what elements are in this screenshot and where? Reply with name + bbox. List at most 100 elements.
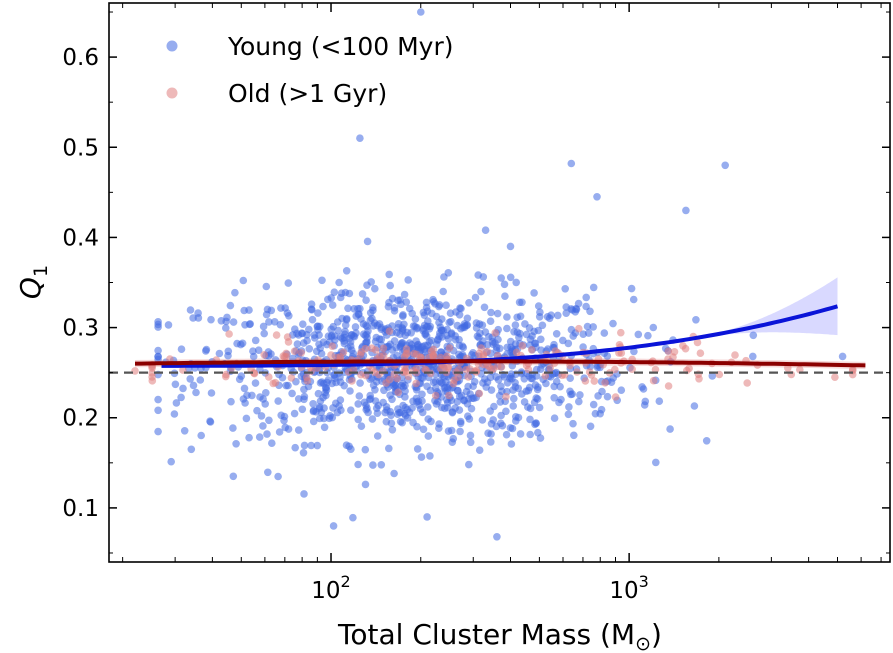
young-cluster-point — [460, 323, 469, 332]
young-cluster-point — [386, 281, 395, 290]
young-cluster-point — [298, 329, 307, 338]
young-cluster-point — [401, 393, 409, 401]
young-cluster-point — [400, 290, 409, 299]
young-cluster-point — [371, 337, 380, 346]
young-cluster-point — [403, 405, 412, 414]
young-cluster-point — [261, 400, 270, 408]
young-cluster-point — [226, 301, 235, 310]
young-cluster-point — [253, 406, 261, 415]
young-cluster-point — [536, 308, 544, 317]
young-cluster-point — [534, 302, 543, 310]
old-cluster-point — [541, 372, 550, 380]
old-cluster-point — [357, 370, 365, 379]
young-cluster-point — [493, 309, 502, 318]
young-cluster-point — [388, 346, 397, 354]
young-cluster-point — [453, 386, 462, 395]
young-cluster-point — [331, 336, 339, 344]
young-cluster-point — [749, 352, 757, 361]
young-cluster-point — [248, 391, 256, 400]
young-cluster-point — [466, 431, 475, 440]
young-cluster-point — [177, 393, 185, 402]
young-cluster-point — [589, 400, 598, 409]
young-cluster-point — [362, 338, 371, 347]
young-cluster-point — [503, 313, 511, 321]
young-cluster-point — [207, 389, 216, 397]
young-cluster-point — [545, 314, 554, 323]
young-cluster-point — [154, 320, 162, 329]
young-cluster-point — [603, 352, 612, 360]
young-cluster-point — [496, 398, 505, 406]
young-cluster-point — [189, 381, 198, 390]
young-cluster-point — [497, 382, 505, 391]
young-cluster-point — [170, 410, 179, 418]
young-cluster-point — [495, 344, 504, 353]
young-cluster-point — [534, 383, 542, 392]
young-cluster-point — [369, 303, 377, 312]
young-cluster-point — [536, 434, 545, 442]
young-cluster-point — [313, 441, 322, 450]
young-cluster-point — [373, 432, 382, 440]
young-cluster-point — [574, 299, 583, 308]
old-cluster-point — [297, 349, 306, 357]
young-cluster-point — [371, 386, 379, 394]
young-cluster-point — [415, 401, 423, 409]
young-cluster-point — [649, 323, 658, 332]
young-cluster-point — [171, 380, 180, 389]
young-cluster-point — [607, 378, 616, 387]
young-cluster-point — [500, 373, 509, 381]
old-cluster-point — [611, 365, 619, 374]
old-cluster-point — [445, 344, 454, 352]
young-cluster-point — [455, 392, 464, 401]
young-cluster-point — [363, 237, 372, 246]
young-cluster-point — [586, 422, 595, 431]
legend: Young (<100 Myr) Old (>1 Gyr) — [166, 32, 454, 108]
young-cluster-point — [241, 321, 249, 329]
young-cluster-point — [464, 412, 472, 421]
young-cluster-point — [600, 329, 609, 337]
young-cluster-point — [571, 308, 580, 316]
y-axis-label-main: Q — [14, 277, 47, 299]
young-cluster-point — [357, 422, 366, 431]
young-cluster-point — [229, 472, 238, 481]
young-cluster-point — [414, 340, 422, 349]
young-cluster-point — [327, 325, 336, 334]
old-cluster-point — [412, 364, 421, 373]
young-cluster-point — [479, 273, 488, 281]
young-cluster-point — [516, 430, 525, 438]
young-cluster-point — [307, 305, 316, 314]
young-cluster-point — [231, 288, 239, 297]
young-cluster-point — [224, 347, 233, 356]
old-cluster-point — [402, 345, 411, 353]
young-cluster-point — [421, 341, 429, 350]
young-cluster-point — [268, 439, 276, 448]
young-cluster-point — [721, 161, 729, 170]
young-cluster-point — [186, 306, 195, 314]
young-cluster-point — [154, 406, 162, 415]
young-cluster-point — [424, 403, 432, 411]
young-cluster-point — [298, 405, 307, 414]
old-cluster-point — [651, 365, 660, 374]
young-cluster-point — [579, 343, 587, 351]
old-cluster-point — [581, 377, 590, 385]
young-cluster-point — [356, 304, 364, 313]
young-cluster-point — [275, 428, 284, 436]
young-cluster-point — [358, 290, 367, 298]
young-cluster-point — [288, 389, 296, 398]
young-cluster-point — [426, 452, 434, 460]
young-cluster-point — [256, 393, 264, 401]
young-cluster-point — [232, 440, 240, 448]
old-cluster-point — [404, 372, 413, 381]
young-cluster-point — [321, 388, 330, 397]
young-cluster-point — [354, 460, 362, 469]
young-cluster-point — [655, 397, 664, 406]
young-cluster-point — [320, 423, 329, 432]
young-cluster-point — [534, 326, 543, 335]
young-cluster-point — [329, 404, 337, 412]
young-cluster-point — [385, 270, 394, 279]
young-cluster-point — [318, 276, 326, 285]
young-cluster-point — [627, 284, 636, 293]
young-cluster-point — [475, 320, 484, 328]
young-cluster-point — [501, 292, 509, 301]
x-tick-label: 102 — [311, 572, 350, 604]
